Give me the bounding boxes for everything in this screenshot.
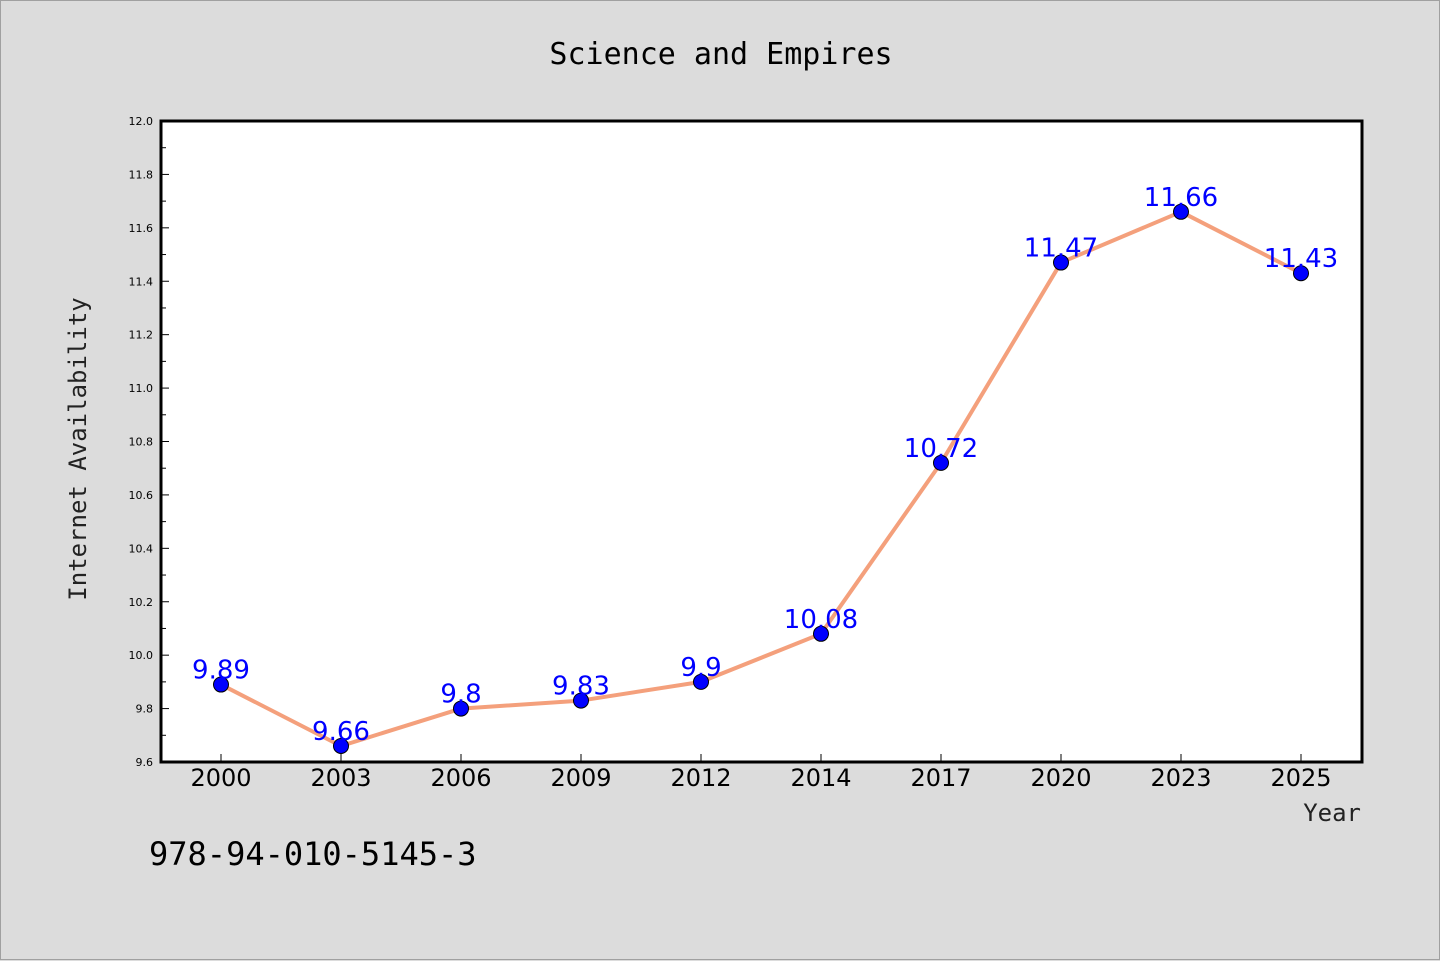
x-tick-label: 2003 [310, 764, 371, 792]
x-tick-label: 2017 [910, 764, 971, 792]
y-axis: 9.6 9.8 10.0 10.2 10.4 10.6 10.8 11.0 11.2 11.4 11… [129, 115, 169, 769]
x-tick-label: 2000 [190, 764, 251, 792]
plot-area [159, 119, 1364, 764]
data-labels-group: 9.89 9.66 9.8 9.83 9.9 10.08 10.72 11.47 11.66 11… [192, 183, 1338, 747]
y-tick-label: 11.2 [129, 329, 154, 342]
x-tick-label: 2025 [1270, 764, 1331, 792]
data-label: 10.08 [784, 605, 858, 635]
data-point [813, 625, 829, 642]
data-label: 9.66 [312, 717, 370, 747]
data-label: 9.89 [192, 656, 250, 686]
data-point [453, 700, 469, 717]
series-line [219, 209, 1303, 748]
x-tick-label: 2012 [670, 764, 731, 792]
y-axis-label: Internet Availability [64, 297, 92, 600]
y-tick-label: 10.0 [129, 649, 154, 662]
x-tick-label: 2023 [1150, 764, 1211, 792]
y-tick-label: 10.2 [129, 596, 154, 609]
data-point [1053, 254, 1069, 271]
y-tick-label: 10.4 [129, 542, 154, 555]
y-tick-label: 10.6 [129, 489, 154, 502]
data-point [573, 692, 589, 709]
data-label: 11.66 [1144, 183, 1218, 213]
data-label: 9.8 [440, 680, 481, 710]
x-tick-label: 2009 [550, 764, 611, 792]
isbn-annotation: 978-94-010-5145-3 [149, 835, 477, 873]
data-label: 11.43 [1264, 244, 1338, 274]
data-point [1173, 203, 1189, 220]
y-tick-label: 9.6 [136, 756, 154, 769]
chart-title: Science and Empires [549, 37, 892, 72]
data-label: 9.83 [552, 672, 610, 702]
data-point [213, 676, 229, 693]
data-point [933, 454, 949, 471]
data-label: 11.47 [1024, 234, 1098, 264]
y-tick-label: 11.4 [129, 275, 154, 288]
data-label: 9.9 [680, 653, 721, 683]
data-point [333, 737, 349, 754]
x-axis-label: Year [1303, 799, 1361, 827]
data-point [1293, 265, 1309, 282]
data-point [693, 673, 709, 690]
x-tick-label: 2014 [790, 764, 851, 792]
y-tick-label: 11.0 [129, 382, 154, 395]
y-tick-label: 12.0 [129, 115, 154, 128]
y-tick-label: 11.6 [129, 222, 154, 235]
x-axis: 2000 2003 2006 2009 2012 2014 2017 2020 2023 2025 [190, 754, 1332, 792]
data-label: 10.72 [904, 434, 978, 464]
series-group [213, 203, 1309, 754]
x-tick-label: 2006 [430, 764, 491, 792]
y-tick-label: 11.8 [129, 168, 154, 181]
y-tick-label: 9.8 [136, 703, 154, 716]
x-tick-label: 2020 [1030, 764, 1091, 792]
y-tick-label: 10.8 [129, 436, 154, 449]
